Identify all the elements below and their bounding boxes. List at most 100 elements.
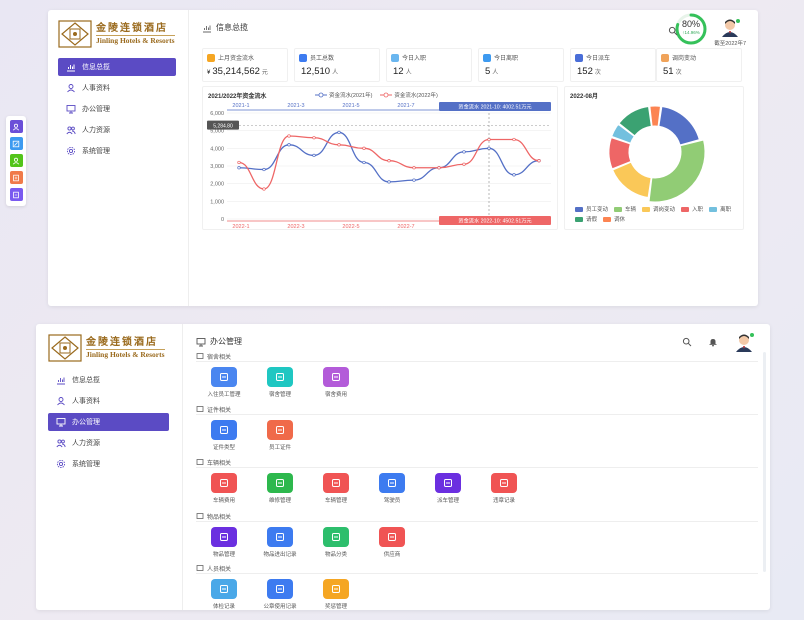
chart-icon: [66, 62, 76, 72]
tile-label: 车辆管理: [324, 498, 347, 504]
office-tile[interactable]: 奖惩管理: [308, 579, 364, 610]
sidebar-item-overview[interactable]: 信息总揽: [58, 58, 176, 76]
header-actions: 80% ↑14.96%: [668, 12, 744, 46]
tile-label: 奖惩管理: [324, 604, 347, 610]
pie-legend-item[interactable]: 请假: [575, 215, 597, 223]
hotel-emblem-icon: [58, 20, 92, 48]
data-point: [462, 162, 466, 166]
pie-legend-item[interactable]: 入职: [681, 205, 703, 213]
office-tile[interactable]: 违章记录: [476, 473, 532, 504]
office-tile[interactable]: 车辆管理: [308, 473, 364, 504]
sidebar-item-personnel[interactable]: 人事资料: [58, 79, 176, 97]
tooltip-top-bg: [439, 102, 551, 111]
office-tile[interactable]: 宿舍费用: [308, 367, 364, 398]
search-icon[interactable]: [668, 26, 678, 36]
data-point: [512, 173, 516, 177]
office-tile[interactable]: 维修管理: [252, 473, 308, 504]
donut-slice: [649, 105, 662, 127]
stat-icon: [483, 53, 491, 62]
pie-legend-item[interactable]: 调岗变动: [642, 205, 675, 213]
office-tile[interactable]: 员工证件: [252, 420, 308, 451]
office-tile[interactable]: 物品管理: [196, 527, 252, 558]
sidebar-item-system[interactable]: 系统管理: [58, 142, 176, 160]
avatar[interactable]: [734, 332, 756, 352]
sidebar-item-office[interactable]: 办公管理: [48, 413, 169, 431]
person-icon: [211, 367, 237, 387]
data-point: [437, 166, 441, 170]
office-tile[interactable]: 供应商: [364, 527, 420, 558]
sidebar-item-overview[interactable]: 信息总揽: [48, 371, 169, 389]
sidebar-item-hr[interactable]: 人力资源: [58, 121, 176, 139]
office-tile[interactable]: 公章使用记录: [252, 579, 308, 610]
progress-value: 80%: [681, 19, 700, 29]
stat-card: 今日派车 152 次: [570, 48, 656, 82]
tile-label: 派车管理: [436, 498, 459, 504]
data-point: [262, 187, 266, 191]
user-shortcut-icon[interactable]: [9, 120, 23, 133]
sidebar-item-personnel[interactable]: 人事资料: [48, 392, 169, 410]
office-tile[interactable]: 入住员工管理: [196, 367, 252, 398]
y-tick-label: 5,000: [210, 129, 224, 135]
pointer-value: 5,284.80: [213, 124, 233, 130]
doc-shortcut-icon[interactable]: [9, 188, 23, 201]
x-bottom-tick-label: 2022-3: [287, 224, 304, 230]
pie-legend-item[interactable]: 离职: [709, 205, 731, 213]
sidebar-item-hr[interactable]: 人力资源: [48, 434, 169, 452]
tile-label: 物品管理: [212, 552, 235, 558]
data-point: [312, 136, 316, 140]
team-shortcut-icon[interactable]: [9, 154, 23, 167]
office-tile[interactable]: 驾驶员: [364, 473, 420, 504]
y-tick-label: 0: [221, 217, 224, 223]
sidebar: 信息总揽 人事资料 办公管理 人力资源 系统管理: [58, 58, 176, 163]
pie-legend-item[interactable]: 调休: [603, 215, 625, 223]
tile-label: 物品分类: [324, 552, 347, 558]
stat-card: 上月资金流水 ¥35,214,562 元: [202, 48, 288, 82]
tile-label: 入住员工管理: [207, 392, 241, 398]
line-legend: 资金流水(2021年) 资金流水(2022年): [315, 91, 438, 99]
brand-cn: 金陵连锁酒店: [86, 336, 158, 348]
office-tile[interactable]: 体检记录: [196, 579, 252, 610]
office-tile[interactable]: 车辆费用: [196, 473, 252, 504]
office-tile[interactable]: 物品进出记录: [252, 527, 308, 558]
tile-label: 证件类型: [212, 445, 235, 451]
data-point: [312, 153, 316, 158]
line-chart: 6,000 5,000 4,000 3,000 2,000 1,000 0 2021-1 202…: [207, 102, 551, 230]
tooltip-bottom-bg: [439, 216, 551, 225]
sidebar-item-system[interactable]: 系统管理: [48, 455, 169, 473]
office-tile[interactable]: 证件类型: [196, 420, 252, 451]
health-icon: [211, 579, 237, 599]
pie-legend-item[interactable]: 员工变动: [575, 205, 608, 213]
bell-icon[interactable]: [708, 337, 718, 347]
data-point: [287, 143, 291, 147]
page-title: 信息总揽: [202, 22, 248, 33]
office-panel: 金陵连锁酒店 Jinling Hotels & Resorts 信息总揽 人事资…: [36, 324, 770, 610]
stat-unit: 次: [675, 70, 682, 76]
office-tile[interactable]: 派车管理: [420, 473, 476, 504]
swap-icon: [267, 527, 293, 547]
donut-slice: [611, 123, 635, 144]
page-title: 办公管理: [196, 336, 242, 347]
dashboard-panel: 金陵连锁酒店 Jinling Hotels & Resorts 信息总揽 人事资…: [48, 10, 758, 306]
sidebar-item-office[interactable]: 办公管理: [58, 100, 176, 118]
gear-icon: [56, 459, 66, 469]
search-icon[interactable]: [682, 337, 692, 347]
stat-value: 12,510: [301, 66, 331, 77]
edit-shortcut-icon[interactable]: [9, 137, 23, 150]
tile-label: 违章记录: [492, 498, 515, 504]
y-tick-label: 4,000: [210, 146, 224, 152]
wrench-icon: [267, 473, 293, 493]
office-tile[interactable]: 宿舍管理: [252, 367, 308, 398]
data-point: [262, 167, 266, 172]
report-shortcut-icon[interactable]: [9, 171, 23, 184]
office-tile[interactable]: 物品分类: [308, 527, 364, 558]
legend-swatch: [603, 216, 612, 222]
stat-card: 今日离职 5 人: [478, 48, 564, 82]
data-point: [412, 178, 416, 182]
line-chart-title: 2021/2022年资金流水: [208, 94, 267, 100]
data-point: [287, 134, 291, 138]
stat-value: 5: [485, 66, 491, 77]
pie-legend-item[interactable]: 车辆: [614, 205, 636, 213]
scrollbar[interactable]: [763, 352, 766, 572]
avatar[interactable]: [720, 17, 744, 41]
donut-chart: [608, 105, 706, 203]
